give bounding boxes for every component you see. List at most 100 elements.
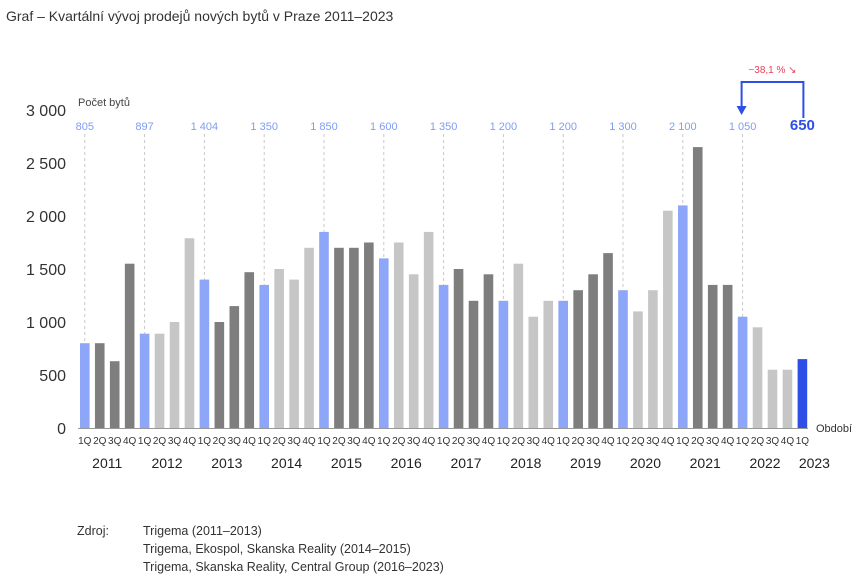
quarter-label: 4Q [422,436,436,447]
quarter-label: 2Q [512,436,526,447]
quarter-label: 4Q [183,436,197,447]
bar [767,369,778,428]
quarter-label: 1Q [497,436,511,447]
quarter-label: 1Q [616,436,630,447]
quarter-label: 2Q [392,436,406,447]
bar-chart: 0 500 1 000 1 500 2 000 2 500 3 000 Počet bytů 8… [26,65,852,471]
year-label: 2011 [92,455,122,471]
bar [259,284,269,428]
quarter-label: 2Q [93,436,107,447]
change-annotation: −38,1 % ↘ [748,65,796,76]
quarter-label: 2Q [571,436,585,447]
year-label: 2017 [450,455,481,471]
q1-value-label: 1 200 [549,121,577,133]
quarter-label: 1Q [676,436,690,447]
bar [334,247,344,428]
bar [379,258,389,428]
quarter-label: 3Q [467,436,481,447]
quarter-label: 4Q [243,436,257,447]
bar [169,322,180,428]
bar [438,284,449,428]
quarter-label: 3Q [646,436,660,447]
quarter-label: 4Q [601,436,615,447]
quarter-label: 3Q [228,436,242,447]
year-label: 2021 [690,455,721,471]
quarter-label: 2Q [153,436,167,447]
bar [603,253,613,428]
bar [453,269,464,428]
quarter-label: 3Q [347,436,361,447]
bar [618,290,628,428]
y-tick-label: 1 000 [26,315,66,332]
bar [423,231,434,428]
quarter-label: 3Q [168,436,182,447]
bar [752,327,763,428]
year-label: 2018 [510,455,541,471]
quarter-label: 3Q [407,436,421,447]
bar [139,333,150,428]
q1-value-label: 1 350 [250,121,278,133]
year-label: 2020 [630,455,661,471]
y-tick-label: 3 000 [26,103,66,120]
bar [498,300,509,428]
quarter-label: 3Q [108,436,122,447]
bar [154,333,165,428]
x-axis-label: Období [816,423,852,435]
year-label: 2019 [570,455,601,471]
quarter-label: 3Q [586,436,600,447]
quarter-label: 1Q [258,436,272,447]
quarter-label: 2Q [332,436,346,447]
y-tick-label: 0 [57,421,66,438]
bar [408,274,419,428]
bar [229,306,240,428]
year-label: 2022 [749,455,780,471]
quarter-label: 3Q [287,436,301,447]
quarter-label: 4Q [123,436,137,447]
year-label: 2023 [799,455,830,471]
year-label: 2015 [331,455,362,471]
q1-value-label: 2 100 [669,121,697,133]
arrow-head-icon [736,106,747,115]
quarter-label: 2Q [691,436,705,447]
quarter-label: 2Q [631,436,645,447]
bar [109,361,120,428]
q1-value-label: 1 600 [370,121,398,133]
y-axis-label: Počet bytů [78,97,130,109]
quarter-label: 1Q [557,436,571,447]
bar [573,290,583,428]
bar [364,242,374,428]
bar [513,263,524,428]
bar [663,210,673,428]
quarter-label: 1Q [377,436,391,447]
quarter-label: 1Q [198,436,212,447]
q1-value-label: 1 300 [609,121,637,133]
bar [349,247,359,428]
q1-value-label: 1 200 [490,121,518,133]
q1-value-label: 805 [76,121,94,133]
bar [304,247,314,428]
bar [648,290,658,428]
quarter-label: 4Q [302,436,316,447]
bar [707,284,718,428]
bar [199,279,210,428]
quarter-label: 1Q [796,436,810,447]
quarter-label: 3Q [766,436,780,447]
bar [722,284,733,428]
quarter-label: 3Q [527,436,541,447]
y-tick-label: 1 500 [26,262,66,279]
chart-title: Graf – Kvartální vývoj prodejů nových by… [6,8,394,24]
quarter-label: 4Q [721,436,735,447]
source-line: Trigema, Skanska Reality, Central Group … [143,560,444,574]
bar [393,242,404,428]
year-label: 2012 [151,455,182,471]
bar [214,322,225,428]
bar [483,274,494,428]
q1-value-label: 1 850 [310,121,338,133]
quarter-label: 2Q [213,436,227,447]
quarter-label: 2Q [272,436,286,447]
change-bracket [740,81,805,118]
quarter-label: 4Q [661,436,675,447]
bar [274,269,284,428]
bar [543,300,554,428]
bar [692,147,703,428]
